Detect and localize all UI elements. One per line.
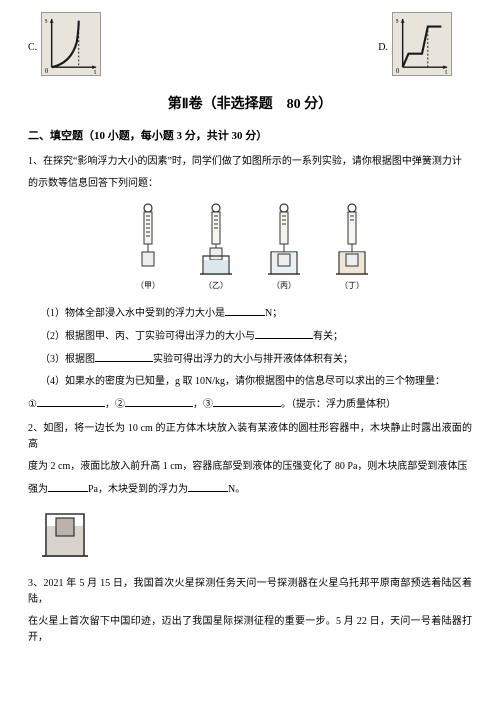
q3-line2: 在火星上首次留下中国印迹，迈出了我国星际探测征程的重要一步。5 月 22 日，天… bbox=[28, 614, 472, 646]
q2-l3a: 强为 bbox=[28, 484, 48, 495]
spring-fig-2: （乙） bbox=[185, 202, 247, 293]
spring-fig-3: （丙） bbox=[253, 202, 315, 293]
graph-d: s t 0 bbox=[392, 12, 452, 76]
blank[interactable] bbox=[37, 396, 105, 407]
svg-text:t: t bbox=[445, 69, 447, 75]
cap-2: （乙） bbox=[204, 280, 228, 293]
origin-label: 0 bbox=[45, 68, 49, 75]
q1-sub2: （2）根据图甲、丙、丁实验可得出浮力的大小与 有关； bbox=[40, 328, 472, 345]
q2-line3: 强为 Pa，木块受到的浮力为 N。 bbox=[28, 481, 472, 498]
cap-3: （丙） bbox=[272, 280, 296, 293]
blank[interactable] bbox=[213, 396, 281, 407]
q1-sub2-b: 有关； bbox=[313, 331, 343, 342]
svg-text:s: s bbox=[396, 18, 399, 25]
blank[interactable] bbox=[95, 351, 153, 362]
axis-y-label: s bbox=[45, 18, 48, 25]
q1-intro-a: 1、在探究“影响浮力大小的因素”时，同学们做了如图所示的一系列实验，请你根据图中… bbox=[28, 154, 472, 170]
cap-1: （甲） bbox=[136, 280, 160, 293]
q1-sub3-a: （3）根据图 bbox=[40, 354, 95, 365]
axis-x-label: t bbox=[94, 69, 96, 75]
q1-sub4-b: ① bbox=[28, 399, 37, 410]
q1-intro-b: 的示数等信息回答下列问题： bbox=[28, 176, 472, 192]
q1-sub4-line2: ① ，② ，③ 。（提示：浮力质量体积） bbox=[28, 396, 472, 413]
option-d-label: D. bbox=[378, 40, 388, 56]
q2-line2: 度为 2 cm，液面比放入前升高 1 cm，容器底部受到液体的压强变化了 80 … bbox=[28, 459, 472, 475]
subsection-title: 二、填空题（10 小题，每小题 3 分，共计 30 分） bbox=[28, 128, 472, 146]
q1-sub1-a: （1）物体全部浸入水中受到的浮力大小是 bbox=[40, 308, 225, 319]
q1-sub4-e: 。（提示：浮力质量体积） bbox=[281, 399, 396, 410]
blank[interactable] bbox=[188, 481, 228, 492]
spring-fig-1: （甲） bbox=[117, 202, 179, 293]
q3-line1: 3、2021 年 5 月 15 日，我国首次火星探测任务天问一号探测器在火星乌托… bbox=[28, 576, 472, 608]
blank[interactable] bbox=[255, 328, 313, 339]
q1-sub1: （1）物体全部浸入水中受到的浮力大小是 N； bbox=[40, 305, 472, 322]
q1-sub2-a: （2）根据图甲、丙、丁实验可得出浮力的大小与 bbox=[40, 331, 255, 342]
graph-options-row: C. s t 0 D. s bbox=[28, 12, 472, 76]
spring-figures-row: （甲） （乙） （丙） bbox=[28, 202, 472, 293]
blank[interactable] bbox=[48, 481, 88, 492]
q1-sub4-c: ，② bbox=[105, 399, 125, 410]
q1-sub4-a: （4）如果水的密度为已知量，g 取 10N/kg，请你根据图中的信息尽可以求出的… bbox=[40, 376, 445, 387]
cap-4: （丁） bbox=[340, 280, 364, 293]
blank[interactable] bbox=[125, 396, 193, 407]
q1-sub4-d: ，③ bbox=[193, 399, 213, 410]
beaker-figure bbox=[38, 506, 472, 566]
q1-sub4: （4）如果水的密度为已知量，g 取 10N/kg，请你根据图中的信息尽可以求出的… bbox=[40, 374, 472, 390]
option-d: D. s t 0 bbox=[378, 12, 452, 76]
section-title: 第Ⅱ卷（非选择题 80 分） bbox=[28, 94, 472, 116]
q2-l3b: Pa，木块受到的浮力为 bbox=[88, 484, 188, 495]
option-c: C. s t 0 bbox=[28, 12, 101, 76]
q1-sub3-b: 实验可得出浮力的大小与排开液体体积有关； bbox=[153, 354, 353, 365]
blank[interactable] bbox=[225, 305, 265, 316]
q2-l3c: N。 bbox=[228, 484, 245, 495]
svg-text:0: 0 bbox=[396, 68, 400, 75]
option-c-label: C. bbox=[28, 40, 37, 56]
spring-fig-4: （丁） bbox=[321, 202, 383, 293]
graph-c: s t 0 bbox=[41, 12, 101, 76]
q2-line1: 2、如图，将一边长为 10 cm 的正方体木块放入装有某液体的圆柱形容器中，木块… bbox=[28, 421, 472, 453]
q1-sub3: （3）根据图 实验可得出浮力的大小与排开液体体积有关； bbox=[40, 351, 472, 368]
q1-sub1-b: N； bbox=[265, 308, 282, 319]
